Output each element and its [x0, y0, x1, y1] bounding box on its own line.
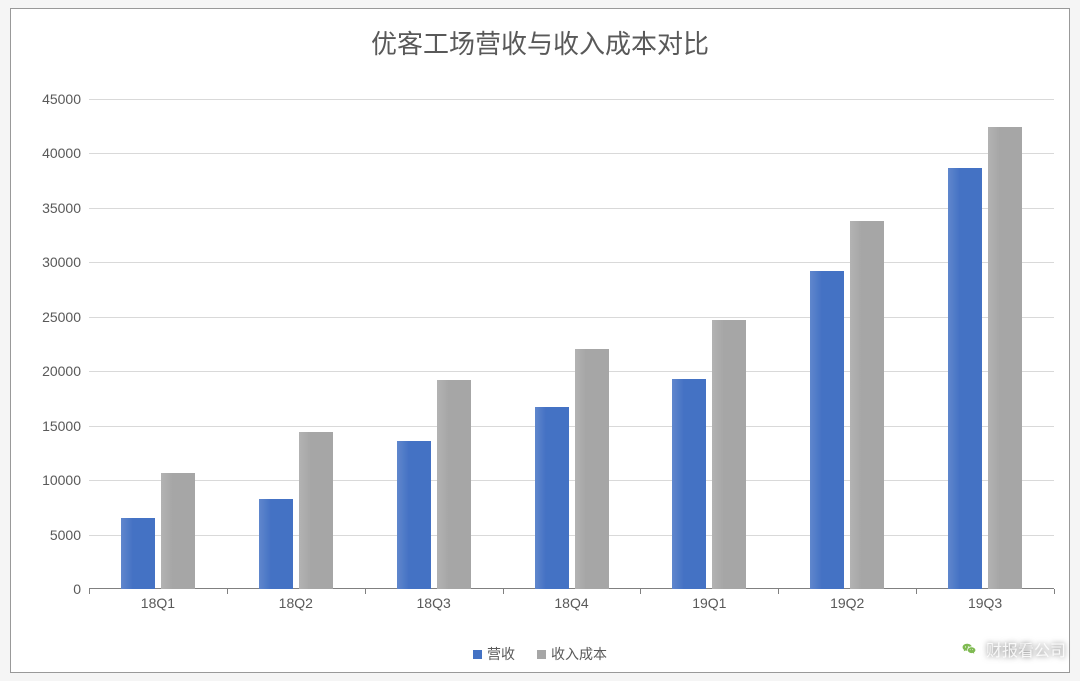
bar-revenue	[259, 499, 293, 589]
chart-container: 优客工场营收与收入成本对比 05000100001500020000250003…	[10, 8, 1070, 673]
y-axis-label: 10000	[42, 472, 81, 488]
legend-swatch	[473, 650, 482, 659]
x-axis-label: 18Q4	[554, 595, 588, 611]
bar-revenue	[810, 271, 844, 589]
y-axis-label: 40000	[42, 145, 81, 161]
watermark: 财报看公司	[958, 637, 1066, 661]
grid-line	[89, 153, 1054, 154]
x-tick	[365, 589, 366, 594]
x-tick	[916, 589, 917, 594]
bar-cost	[299, 432, 333, 589]
bar-revenue	[948, 168, 982, 589]
y-axis-label: 20000	[42, 363, 81, 379]
legend-item: 营收	[473, 644, 515, 664]
x-axis-label: 19Q2	[830, 595, 864, 611]
x-axis-label: 18Q2	[279, 595, 313, 611]
grid-line	[89, 535, 1054, 536]
x-tick	[89, 589, 90, 594]
bar-cost	[575, 349, 609, 589]
x-axis-line	[89, 588, 1054, 589]
bar-revenue	[672, 379, 706, 589]
y-axis-label: 30000	[42, 254, 81, 270]
bar-revenue	[397, 441, 431, 589]
wechat-icon	[958, 638, 980, 660]
x-tick	[640, 589, 641, 594]
grid-line	[89, 480, 1054, 481]
bar-cost	[850, 221, 884, 589]
grid-line	[89, 262, 1054, 263]
x-axis-label: 19Q3	[968, 595, 1002, 611]
legend-swatch	[537, 650, 546, 659]
bar-cost	[437, 380, 471, 589]
legend: 营收 收入成本	[473, 644, 607, 664]
x-tick	[1054, 589, 1055, 594]
grid-line	[89, 99, 1054, 100]
grid-line	[89, 426, 1054, 427]
x-axis-label: 18Q1	[141, 595, 175, 611]
legend-label: 收入成本	[551, 644, 607, 664]
x-tick	[503, 589, 504, 594]
chart-title: 优客工场营收与收入成本对比	[11, 9, 1069, 66]
x-axis-label: 19Q1	[692, 595, 726, 611]
y-axis-label: 0	[73, 581, 81, 597]
x-axis-label: 18Q3	[417, 595, 451, 611]
legend-label: 营收	[487, 644, 515, 664]
plot-area: 0500010000150002000025000300003500040000…	[89, 99, 1054, 589]
bar-revenue	[121, 518, 155, 589]
bar-cost	[161, 473, 195, 590]
y-axis-label: 35000	[42, 200, 81, 216]
x-tick	[227, 589, 228, 594]
x-tick	[778, 589, 779, 594]
grid-line	[89, 208, 1054, 209]
grid-line	[89, 371, 1054, 372]
bar-cost	[712, 320, 746, 589]
y-axis-label: 45000	[42, 91, 81, 107]
grid-line	[89, 317, 1054, 318]
bar-cost	[988, 127, 1022, 589]
y-axis-label: 15000	[42, 418, 81, 434]
y-axis-label: 25000	[42, 309, 81, 325]
watermark-text: 财报看公司	[986, 637, 1066, 661]
legend-item: 收入成本	[537, 644, 607, 664]
bar-revenue	[535, 407, 569, 589]
y-axis-label: 5000	[50, 527, 81, 543]
